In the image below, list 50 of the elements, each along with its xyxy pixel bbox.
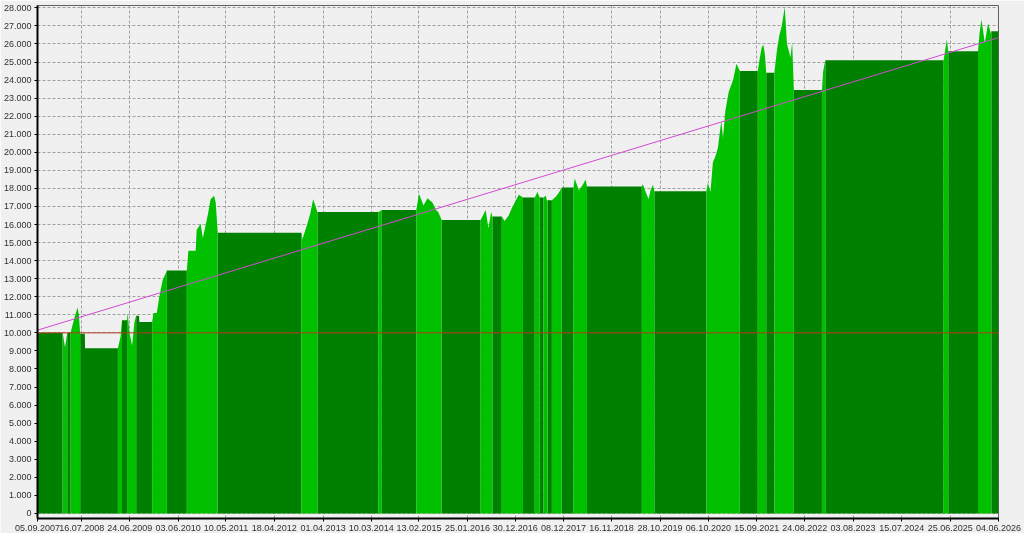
x-tick-label: 10.03.2014 (348, 522, 394, 533)
x-tick-label: 30.12.2016 (492, 522, 538, 533)
y-tick-label: 25.000 (3, 57, 32, 68)
y-tick-label: 21.000 (3, 129, 32, 140)
y-tick-label: 28.000 (3, 2, 32, 13)
x-tick-label: 25.01.2016 (445, 522, 491, 533)
y-tick-label: 7.000 (8, 382, 32, 393)
y-tick-label: 10.000 (3, 327, 32, 338)
y-tick-label: 15.000 (3, 237, 32, 248)
x-tick-label: 24.08.2022 (782, 522, 828, 533)
y-tick-label: 4.000 (8, 436, 32, 447)
x-tick-label: 04.06.2026 (975, 522, 1022, 533)
x-tick-label: 01.04.2013 (300, 522, 346, 533)
x-tick-label: 13.02.2015 (396, 522, 442, 533)
x-tick-label: 03.06.2010 (155, 522, 201, 533)
x-tick-label: 18.04.2012 (251, 522, 297, 533)
x-tick-label: 05.09.2007 (14, 522, 61, 533)
y-tick-label: 5.000 (8, 418, 32, 429)
x-tick-label: 15.09.2021 (734, 522, 780, 533)
y-tick-label: 0 (26, 508, 32, 519)
x-tick-label: 24.06.2009 (107, 522, 153, 533)
x-tick-label: 08.12.2017 (540, 522, 586, 533)
y-tick-label: 13.000 (3, 273, 32, 284)
y-tick-label: 16.000 (3, 219, 32, 230)
x-tick-label: 28.10.2019 (637, 522, 683, 533)
y-tick-label: 22.000 (3, 111, 32, 122)
y-tick-label: 17.000 (3, 201, 32, 212)
x-tick-label: 03.08.2023 (830, 522, 876, 533)
y-tick-label: 11.000 (4, 309, 32, 320)
y-tick-label: 18.000 (3, 183, 32, 194)
y-tick-label: 9.000 (8, 345, 32, 356)
x-tick-label: 15.07.2024 (879, 522, 925, 533)
y-tick-label: 14.000 (3, 255, 32, 266)
y-tick-label: 2.000 (8, 472, 32, 483)
y-tick-label: 19.000 (3, 165, 32, 176)
y-tick-label: 12.000 (3, 291, 32, 302)
y-tick-label: 1.000 (8, 490, 32, 501)
y-tick-label: 24.000 (3, 75, 32, 86)
x-tick-label: 10.05.2011 (203, 522, 249, 533)
x-tick-label: 25.06.2025 (927, 522, 973, 533)
y-tick-label: 23.000 (3, 93, 32, 104)
y-tick-label: 20.000 (3, 147, 32, 158)
y-tick-label: 3.000 (8, 454, 32, 465)
x-tick-label: 06.10.2020 (685, 522, 731, 533)
y-tick-label: 26.000 (3, 38, 32, 49)
x-tick-label: 16.07.2008 (59, 522, 105, 533)
y-tick-label: 27.000 (3, 20, 32, 31)
x-tick-label: 16.11.2018 (589, 522, 634, 533)
y-tick-label: 8.000 (8, 363, 32, 374)
y-tick-label: 6.000 (8, 400, 32, 411)
